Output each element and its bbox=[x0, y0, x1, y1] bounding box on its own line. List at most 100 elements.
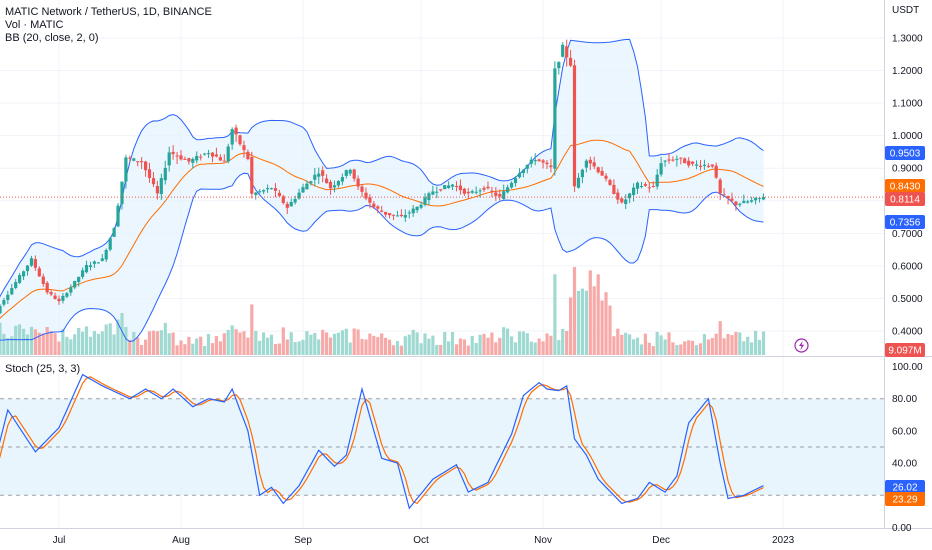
candle-body[interactable] bbox=[639, 186, 644, 187]
candle-body[interactable] bbox=[663, 160, 667, 162]
candle-body[interactable] bbox=[144, 161, 148, 171]
candle-body[interactable] bbox=[84, 265, 89, 273]
candle-body[interactable] bbox=[22, 271, 26, 277]
candle-body[interactable] bbox=[230, 129, 234, 145]
candle-body[interactable] bbox=[710, 164, 714, 167]
candle-body[interactable] bbox=[360, 186, 364, 192]
candle-body[interactable] bbox=[628, 193, 632, 199]
candle-body[interactable] bbox=[734, 201, 738, 206]
candle-body[interactable] bbox=[218, 157, 222, 161]
candle-body[interactable] bbox=[309, 181, 313, 184]
candle-body[interactable] bbox=[73, 280, 77, 288]
candle-body[interactable] bbox=[352, 169, 356, 179]
candle-body[interactable] bbox=[738, 203, 742, 205]
candle-body[interactable] bbox=[37, 268, 41, 277]
candle-body[interactable] bbox=[53, 295, 57, 299]
candle-body[interactable] bbox=[643, 184, 647, 186]
candle-body[interactable] bbox=[687, 160, 691, 166]
candle-body[interactable] bbox=[242, 145, 246, 151]
candle-body[interactable] bbox=[0, 305, 2, 314]
candle-body[interactable] bbox=[183, 158, 187, 160]
candle-body[interactable] bbox=[112, 228, 116, 237]
candle-body[interactable] bbox=[435, 191, 439, 193]
candle-body[interactable] bbox=[104, 250, 108, 260]
candles[interactable] bbox=[0, 39, 766, 335]
candle-body[interactable] bbox=[210, 152, 215, 157]
candle-body[interactable] bbox=[431, 191, 435, 195]
candle-body[interactable] bbox=[356, 178, 360, 187]
candle-body[interactable] bbox=[305, 183, 309, 190]
candle-body[interactable] bbox=[234, 127, 238, 135]
candle-body[interactable] bbox=[222, 160, 226, 162]
candle-body[interactable] bbox=[407, 212, 411, 214]
candle-body[interactable] bbox=[478, 190, 482, 192]
candle-body[interactable] bbox=[616, 192, 620, 200]
candle-body[interactable] bbox=[521, 169, 525, 173]
candle-body[interactable] bbox=[722, 194, 726, 196]
candle-body[interactable] bbox=[411, 208, 415, 214]
candle-body[interactable] bbox=[246, 151, 250, 160]
candle-body[interactable] bbox=[277, 192, 281, 197]
candle-body[interactable] bbox=[419, 204, 423, 208]
candle-body[interactable] bbox=[675, 158, 679, 160]
candle-body[interactable] bbox=[671, 159, 675, 161]
candle-body[interactable] bbox=[163, 167, 167, 181]
candle-body[interactable] bbox=[92, 261, 96, 264]
candle-body[interactable] bbox=[321, 170, 325, 176]
candle-body[interactable] bbox=[151, 178, 156, 185]
candle-body[interactable] bbox=[6, 294, 10, 300]
candle-body[interactable] bbox=[537, 159, 541, 161]
candle-body[interactable] bbox=[49, 292, 53, 295]
candle-body[interactable] bbox=[757, 197, 762, 199]
candle-body[interactable] bbox=[572, 65, 577, 187]
candle-body[interactable] bbox=[116, 205, 120, 227]
candle-body[interactable] bbox=[313, 174, 317, 180]
candle-body[interactable] bbox=[301, 187, 305, 193]
candle-body[interactable] bbox=[289, 202, 293, 207]
candle-body[interactable] bbox=[529, 159, 533, 164]
candle-body[interactable] bbox=[25, 265, 30, 272]
candle-body[interactable] bbox=[561, 44, 565, 57]
candle-body[interactable] bbox=[706, 165, 710, 167]
candle-body[interactable] bbox=[458, 185, 462, 191]
candle-body[interactable] bbox=[388, 213, 392, 216]
candle-body[interactable] bbox=[262, 190, 266, 192]
candle-body[interactable] bbox=[506, 187, 510, 193]
candle-body[interactable] bbox=[600, 171, 604, 176]
candle-body[interactable] bbox=[659, 163, 663, 175]
candle-body[interactable] bbox=[549, 165, 553, 168]
candle-body[interactable] bbox=[81, 270, 85, 277]
candle-body[interactable] bbox=[450, 184, 455, 187]
candle-body[interactable] bbox=[171, 151, 175, 155]
candle-body[interactable] bbox=[77, 276, 81, 282]
candle-body[interactable] bbox=[667, 159, 671, 161]
candle-body[interactable] bbox=[620, 198, 624, 203]
candle-body[interactable] bbox=[553, 68, 557, 169]
candle-body[interactable] bbox=[454, 186, 459, 187]
candle-body[interactable] bbox=[195, 155, 199, 161]
candle-body[interactable] bbox=[147, 169, 152, 178]
candle-body[interactable] bbox=[612, 184, 616, 194]
candle-body[interactable] bbox=[447, 185, 451, 189]
candle-body[interactable] bbox=[474, 191, 478, 193]
candle-body[interactable] bbox=[683, 158, 687, 164]
candle-body[interactable] bbox=[494, 192, 498, 196]
candle-body[interactable] bbox=[490, 190, 494, 192]
candle-body[interactable] bbox=[336, 181, 340, 186]
candle-body[interactable] bbox=[718, 179, 722, 194]
candle-body[interactable] bbox=[486, 186, 490, 189]
candle-body[interactable] bbox=[462, 188, 466, 194]
candle-body[interactable] bbox=[69, 287, 73, 293]
candle-body[interactable] bbox=[502, 191, 506, 199]
candle-body[interactable] bbox=[588, 159, 592, 164]
candle-body[interactable] bbox=[364, 192, 368, 199]
candle-body[interactable] bbox=[380, 210, 384, 212]
candle-body[interactable] bbox=[470, 191, 474, 193]
candle-body[interactable] bbox=[384, 211, 388, 215]
candle-body[interactable] bbox=[439, 189, 443, 191]
candle-body[interactable] bbox=[761, 197, 766, 200]
candle-body[interactable] bbox=[226, 146, 230, 162]
volume-indicator-label[interactable]: Vol · MATIC bbox=[5, 19, 64, 31]
candle-body[interactable] bbox=[18, 275, 22, 283]
